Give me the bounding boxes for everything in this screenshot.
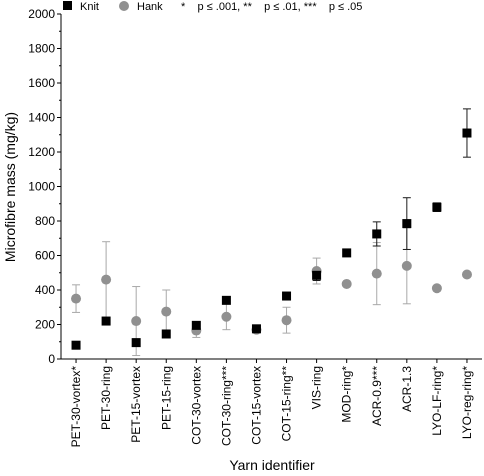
x-tick-label: COT-30-ring*** [219, 366, 233, 446]
y-tick-label: 1000 [28, 180, 55, 194]
y-axis-title: Microfibre mass (mg/kg) [2, 112, 18, 262]
significance-note: * p ≤ .001, ** p ≤ .01, *** p ≤ .05 [181, 1, 362, 13]
x-tick-label: PET-30-vortex* [69, 366, 83, 448]
knit-point [372, 229, 382, 239]
hank-point [371, 268, 382, 279]
y-tick-label: 400 [35, 283, 55, 297]
x-tick-label: ACR-1.3 [400, 366, 414, 412]
knit-point [71, 340, 81, 350]
hank-point [431, 283, 442, 294]
x-tick-label: COT-30-vortex [189, 366, 203, 445]
hank-point [401, 260, 412, 271]
hank-point [461, 269, 472, 280]
x-tick-label: COT-15-ring** [280, 366, 294, 442]
legend-hank-label: Hank [137, 1, 163, 13]
hank-point [221, 311, 232, 322]
hank-point [131, 316, 142, 327]
knit-point [221, 295, 231, 305]
data-points [71, 128, 472, 350]
legend-hank-marker [119, 1, 129, 11]
legend-knit-label: Knit [80, 1, 99, 13]
knit-point [191, 320, 201, 330]
knit-point [131, 338, 141, 348]
knit-point [251, 324, 261, 334]
y-tick-label: 200 [35, 318, 55, 332]
knit-point [342, 248, 352, 258]
hank-point [101, 274, 112, 285]
y-tick-label: 1200 [28, 145, 55, 159]
knit-point [402, 219, 412, 229]
knit-point [432, 202, 442, 212]
y-tick-label: 1600 [28, 76, 55, 90]
x-tick-label: PET-30-ring [99, 366, 113, 430]
x-tick-label: MOD-ring* [340, 366, 354, 423]
knit-point [161, 329, 171, 339]
y-tick-label: 2000 [28, 7, 55, 21]
knit-point [101, 316, 111, 326]
knit-point [462, 128, 472, 138]
hank-point [71, 293, 82, 304]
y-tick-label: 600 [35, 249, 55, 263]
x-axis-title: Yarn identifier [229, 457, 315, 473]
y-tick-label: 0 [48, 352, 55, 366]
y-tick-label: 1400 [28, 111, 55, 125]
x-tick-label: PET-15-vortex [129, 366, 143, 443]
x-tick-label: LYO-reg-ring* [460, 366, 474, 439]
axes: 0 200 400 600 800 1000 1200 1400 1600 1800 2000 PET… [28, 7, 482, 447]
hank-point [281, 315, 292, 326]
hank-point [341, 278, 352, 289]
x-tick-label: PET-15-ring [159, 366, 173, 430]
legend-knit-marker [63, 1, 72, 10]
x-tick-label: COT-15-vortex [249, 366, 263, 445]
y-tick-label: 800 [35, 214, 55, 228]
x-tick-label: ACR-0.9*** [370, 366, 384, 426]
hank-point [161, 306, 172, 317]
x-tick-label: VIS-ring [310, 366, 324, 409]
legend: Knit Hank [63, 1, 163, 13]
knit-point [282, 291, 292, 301]
knit-point [312, 270, 322, 280]
x-tick-label: LYO-LF-ring* [430, 366, 444, 436]
y-tick-label: 1800 [28, 42, 55, 56]
